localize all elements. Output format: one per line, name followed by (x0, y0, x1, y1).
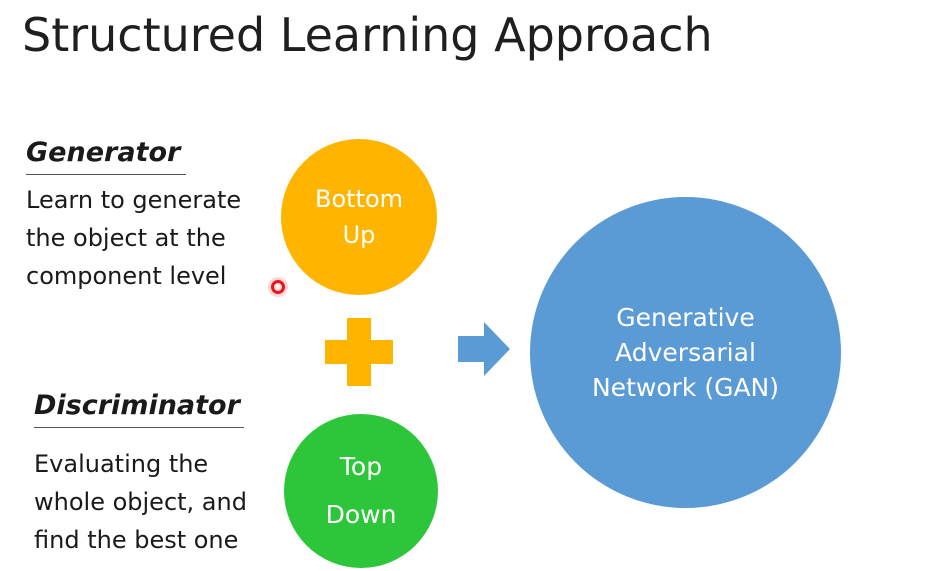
top-down-circle: Top Down (284, 414, 438, 568)
discriminator-line: whole object, and (34, 488, 247, 516)
generator-description: Learn to generate the object at the comp… (26, 181, 241, 295)
gan-label: Generative (616, 303, 755, 332)
bottom-up-label: Bottom (314, 185, 404, 213)
right-arrow-icon (458, 322, 510, 376)
gan-label: Adversarial (615, 338, 756, 367)
slide-title: Structured Learning Approach (22, 8, 713, 62)
generator-heading-underline (26, 174, 186, 175)
discriminator-line: Evaluating the (34, 450, 209, 478)
discriminator-heading: Discriminator (34, 390, 240, 421)
bottom-up-circle: Bottom Up (281, 139, 437, 295)
top-down-label: Down (325, 500, 397, 529)
generator-heading: Generator (26, 137, 181, 168)
generator-line: the object at the (26, 224, 226, 252)
discriminator-heading-underline (34, 427, 244, 428)
discriminator-line: find the best one (34, 526, 239, 554)
plus-icon (325, 318, 393, 386)
gan-label: Network (GAN) (591, 373, 779, 402)
top-down-label: Top (339, 452, 383, 481)
discriminator-description: Evaluating the whole object, and find th… (34, 445, 247, 559)
bottom-up-label: Up (342, 221, 376, 249)
gan-circle: Generative Adversarial Network (GAN) (530, 197, 841, 508)
generator-line: Learn to generate (26, 186, 242, 214)
generator-line: component level (26, 262, 227, 290)
laser-pointer-icon (268, 277, 288, 297)
